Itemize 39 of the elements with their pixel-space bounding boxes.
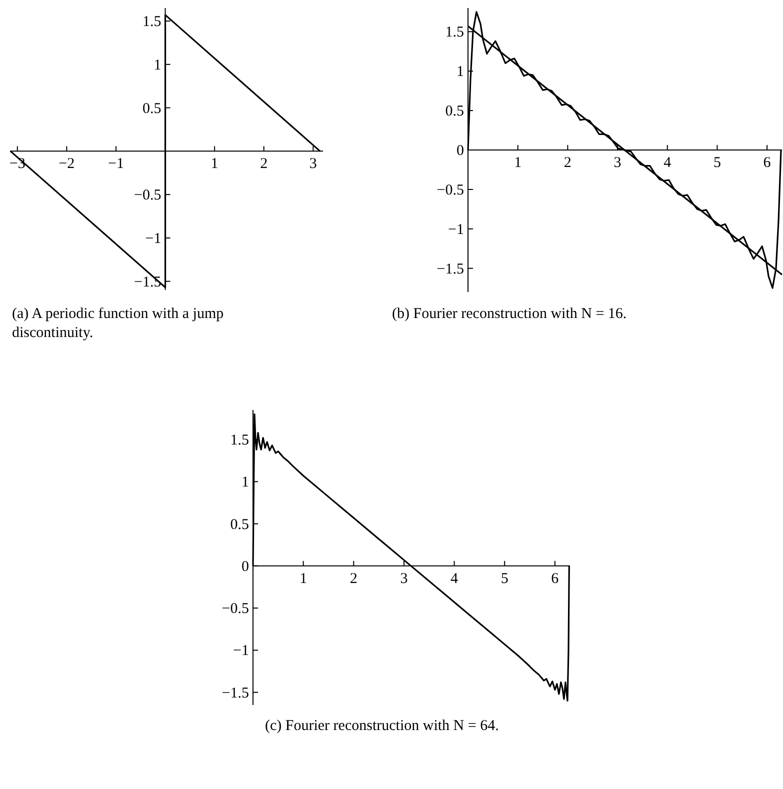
x-tick-label: 6 [763, 155, 772, 171]
y-tick-label: −1 [145, 230, 162, 247]
y-tick-label: −0.5 [134, 188, 162, 204]
y-tick-label: −1.5 [222, 685, 249, 702]
x-tick-label: 1 [210, 156, 218, 172]
x-tick-label: 3 [614, 155, 622, 171]
y-tick-label: −1.5 [436, 261, 464, 278]
y-tick-label: 0.5 [142, 100, 162, 117]
x-tick-label: 2 [564, 155, 572, 171]
y-tick-label: 1.5 [142, 14, 162, 30]
y-tick-label: −0.5 [436, 182, 464, 198]
text: (b) Fourier reconstruction with N = 16. [392, 306, 627, 322]
y-tick-label: 0.5 [445, 104, 464, 120]
x-tick-label: 3 [400, 570, 408, 587]
x-tick-label: 5 [713, 155, 721, 171]
x-tick-label: 6 [551, 570, 560, 587]
y-tick-label: 1 [154, 57, 162, 74]
y-tick-label: 1.5 [445, 24, 464, 41]
y-tick-label: 1 [242, 474, 249, 491]
y-tick-label: −1 [233, 643, 249, 660]
y-tick-label: 0 [456, 143, 464, 159]
text: (c) Fourier reconstruction with N = 64. [265, 718, 499, 734]
x-tick-label: 4 [450, 570, 459, 587]
y-tick-label: 0.5 [230, 516, 249, 533]
y-tick-label: 1 [456, 64, 464, 80]
x-tick-label: 1 [514, 155, 522, 171]
x-tick-label: −2 [58, 156, 75, 172]
x-tick-label: 2 [260, 156, 268, 172]
y-tick-label: 1.5 [230, 432, 249, 448]
x-tick-label: 2 [350, 570, 358, 587]
x-tick-label: 3 [309, 156, 317, 172]
y-tick-label: 0 [242, 558, 249, 575]
text: (a) A periodic function with a jump discontinuity. [12, 306, 224, 341]
x-tick-label: 4 [664, 155, 672, 171]
y-tick-label: −1 [448, 222, 464, 238]
x-tick-label: 5 [500, 570, 508, 587]
y-tick-label: −0.5 [222, 601, 249, 618]
x-tick-label: 1 [300, 570, 308, 587]
x-tick-label: −1 [108, 156, 124, 172]
